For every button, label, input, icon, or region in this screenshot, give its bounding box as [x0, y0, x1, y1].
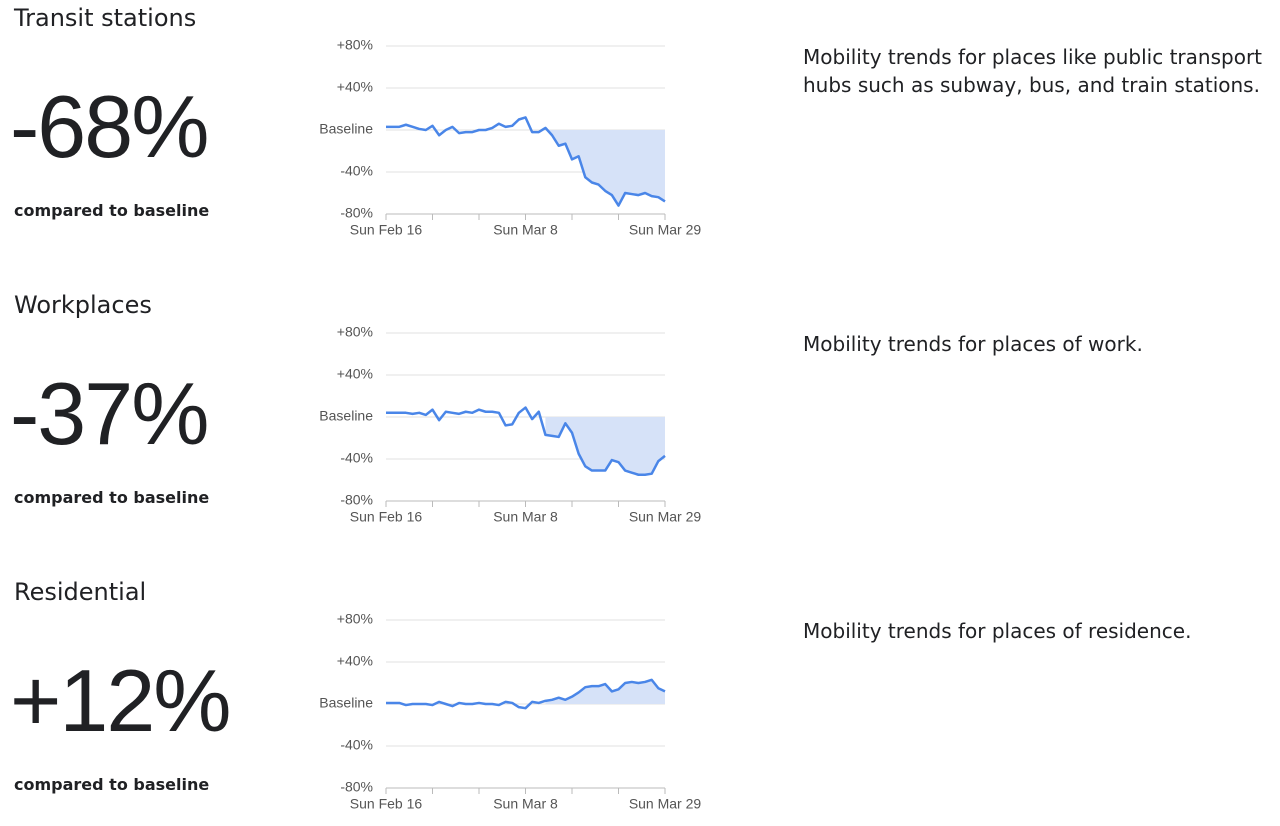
x-tick-label: Sun Mar 29 [629, 509, 702, 525]
subtitle: compared to baseline [14, 488, 210, 507]
section-title: Residential [14, 578, 147, 606]
x-tick-label: Sun Mar 8 [493, 796, 558, 812]
area-fill [545, 679, 665, 704]
y-tick-label: +80% [337, 37, 373, 53]
x-tick-label: Sun Mar 8 [493, 509, 558, 525]
x-tick-label: Sun Mar 29 [629, 222, 702, 238]
subtitle: compared to baseline [14, 775, 210, 794]
chart: +80% +40% Baseline -40% -80%Sun Feb 16 Sun Ma… [319, 324, 702, 525]
area-fill [545, 127, 665, 206]
y-tick-label: +80% [337, 611, 373, 627]
description: Mobility trends for places of residence. [803, 619, 1192, 643]
trend-line [386, 678, 666, 710]
section-title: Transit stations [14, 4, 197, 32]
headline-value: -37% [10, 364, 209, 463]
section-title: Workplaces [14, 291, 152, 319]
description: Mobility trends for places like public t… [803, 45, 1263, 97]
x-tick-label: Sun Feb 16 [350, 509, 423, 525]
x-tick-label: Sun Mar 29 [629, 796, 702, 812]
subtitle: compared to baseline [14, 201, 210, 220]
x-tick-label: Sun Mar 8 [493, 222, 558, 238]
y-tick-label: -40% [340, 163, 373, 179]
y-tick-label: -80% [340, 492, 373, 508]
y-tick-label: -40% [340, 450, 373, 466]
headline-value: -68% [10, 77, 209, 176]
y-tick-label: -40% [340, 737, 373, 753]
x-tick-label: Sun Feb 16 [350, 222, 423, 238]
chart: +80% +40% Baseline -40% -80%Sun Feb 16 Sun Ma… [319, 611, 702, 812]
trend-line [386, 116, 666, 207]
x-tick-label: Sun Feb 16 [350, 796, 423, 812]
y-tick-label: +40% [337, 653, 373, 669]
description: Mobility trends for places of work. [803, 332, 1143, 356]
y-tick-label: +80% [337, 324, 373, 340]
y-tick-label: Baseline [319, 121, 373, 137]
area-fill [545, 417, 665, 475]
trend-line [386, 406, 666, 476]
y-tick-label: -80% [340, 779, 373, 795]
y-tick-label: Baseline [319, 695, 373, 711]
y-tick-label: +40% [337, 79, 373, 95]
y-tick-label: -80% [340, 205, 373, 221]
chart: +80% +40% Baseline -40% -80%Sun Feb 16 Sun Ma… [319, 37, 702, 238]
y-tick-label: +40% [337, 366, 373, 382]
y-tick-label: Baseline [319, 408, 373, 424]
headline-value: +12% [10, 651, 232, 750]
